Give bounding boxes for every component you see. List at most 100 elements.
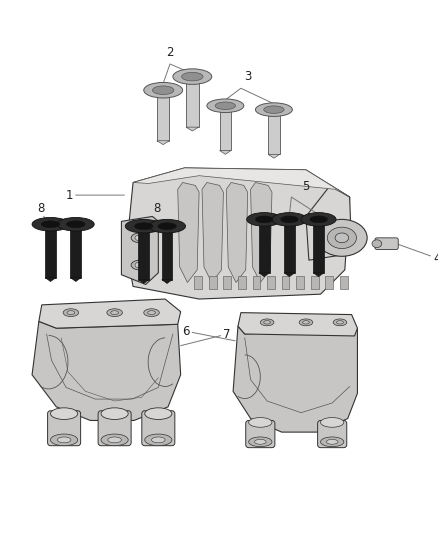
Polygon shape <box>313 273 324 277</box>
Ellipse shape <box>57 437 71 443</box>
Ellipse shape <box>135 235 145 241</box>
Ellipse shape <box>41 221 60 228</box>
Ellipse shape <box>57 217 94 231</box>
Ellipse shape <box>152 86 174 94</box>
Polygon shape <box>202 182 223 282</box>
Polygon shape <box>306 185 352 260</box>
Ellipse shape <box>145 408 172 419</box>
Ellipse shape <box>255 216 273 223</box>
Ellipse shape <box>125 220 162 233</box>
Polygon shape <box>259 273 269 277</box>
Ellipse shape <box>63 309 79 317</box>
Ellipse shape <box>107 309 122 317</box>
Polygon shape <box>121 216 158 285</box>
Ellipse shape <box>134 223 153 230</box>
Polygon shape <box>226 182 247 282</box>
Ellipse shape <box>303 321 309 324</box>
FancyBboxPatch shape <box>253 276 260 289</box>
Ellipse shape <box>317 220 367 256</box>
Ellipse shape <box>158 223 176 230</box>
FancyBboxPatch shape <box>238 276 246 289</box>
FancyBboxPatch shape <box>325 276 333 289</box>
Ellipse shape <box>144 309 159 317</box>
Ellipse shape <box>135 262 145 268</box>
FancyBboxPatch shape <box>48 411 81 446</box>
Ellipse shape <box>148 311 155 314</box>
FancyBboxPatch shape <box>296 276 304 289</box>
Ellipse shape <box>272 213 307 226</box>
Polygon shape <box>162 280 173 284</box>
Ellipse shape <box>372 240 382 247</box>
FancyBboxPatch shape <box>311 276 318 289</box>
Bar <box>138 226 149 280</box>
Ellipse shape <box>131 260 148 270</box>
Polygon shape <box>178 182 199 282</box>
Text: 3: 3 <box>244 70 251 83</box>
FancyBboxPatch shape <box>223 276 231 289</box>
Polygon shape <box>233 326 357 432</box>
FancyBboxPatch shape <box>142 411 175 446</box>
FancyBboxPatch shape <box>340 276 348 289</box>
Ellipse shape <box>50 408 78 419</box>
Ellipse shape <box>254 439 266 444</box>
Ellipse shape <box>67 221 85 228</box>
Ellipse shape <box>264 321 271 324</box>
Text: 4: 4 <box>396 244 438 265</box>
Ellipse shape <box>333 319 347 326</box>
FancyBboxPatch shape <box>375 238 398 249</box>
Ellipse shape <box>215 102 236 109</box>
Bar <box>284 220 295 273</box>
Ellipse shape <box>301 213 336 226</box>
Ellipse shape <box>32 217 69 231</box>
Ellipse shape <box>247 213 282 226</box>
FancyBboxPatch shape <box>194 276 202 289</box>
Bar <box>259 220 269 273</box>
Ellipse shape <box>101 408 128 419</box>
Ellipse shape <box>111 311 119 314</box>
Ellipse shape <box>50 434 78 446</box>
Bar <box>71 224 81 278</box>
Ellipse shape <box>152 437 165 443</box>
Text: 5: 5 <box>302 180 310 193</box>
FancyBboxPatch shape <box>246 421 275 448</box>
Ellipse shape <box>321 437 344 447</box>
Text: 7: 7 <box>180 327 231 346</box>
Polygon shape <box>238 313 357 336</box>
Polygon shape <box>71 278 81 281</box>
Polygon shape <box>268 155 280 158</box>
FancyBboxPatch shape <box>282 276 290 289</box>
Text: 8: 8 <box>154 201 161 215</box>
Polygon shape <box>186 127 199 131</box>
Ellipse shape <box>327 227 357 248</box>
Ellipse shape <box>310 216 327 223</box>
Polygon shape <box>126 168 350 299</box>
Bar <box>313 220 324 273</box>
Ellipse shape <box>108 437 121 443</box>
Ellipse shape <box>299 319 313 326</box>
Text: 8: 8 <box>37 201 45 215</box>
Ellipse shape <box>321 417 344 427</box>
Ellipse shape <box>255 103 293 116</box>
Ellipse shape <box>182 72 203 81</box>
Bar <box>45 224 56 278</box>
Ellipse shape <box>336 321 343 324</box>
FancyBboxPatch shape <box>98 411 131 446</box>
Text: 2: 2 <box>166 46 174 59</box>
Ellipse shape <box>144 83 183 98</box>
Ellipse shape <box>101 434 128 446</box>
Ellipse shape <box>207 99 244 112</box>
Polygon shape <box>284 273 295 277</box>
Ellipse shape <box>326 439 338 444</box>
Polygon shape <box>39 299 180 328</box>
Ellipse shape <box>249 417 272 427</box>
Polygon shape <box>157 141 170 144</box>
Ellipse shape <box>264 106 284 114</box>
Polygon shape <box>32 321 180 421</box>
FancyBboxPatch shape <box>267 276 275 289</box>
Polygon shape <box>251 182 272 282</box>
Ellipse shape <box>260 319 274 326</box>
Bar <box>162 226 173 280</box>
Polygon shape <box>219 150 231 155</box>
Bar <box>268 110 280 155</box>
Bar <box>219 106 231 150</box>
